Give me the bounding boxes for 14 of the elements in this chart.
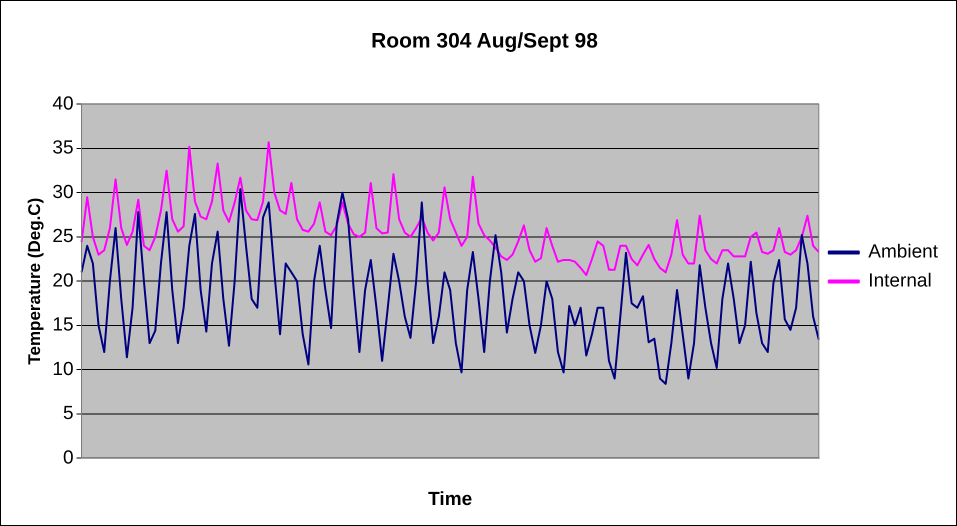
y-tick-label: 0: [62, 447, 74, 468]
y-tick-label: 10: [52, 358, 74, 380]
chart-title: Room 304 Aug/Sept 98: [371, 29, 598, 52]
x-axis-title: Time: [428, 488, 472, 510]
y-tick-label: 30: [52, 182, 74, 203]
y-tick-label: 40: [52, 93, 74, 114]
y-axis-title: Temperature (Deg.C): [24, 198, 44, 365]
y-tick-label: 20: [52, 270, 74, 292]
y-tick-label: 5: [62, 403, 74, 424]
legend-label: Ambient: [868, 242, 939, 263]
y-tick-label: 35: [52, 138, 74, 159]
y-tick-label: 15: [52, 314, 74, 336]
y-tick-label: 25: [52, 226, 74, 248]
legend-label: Internal: [868, 270, 932, 292]
